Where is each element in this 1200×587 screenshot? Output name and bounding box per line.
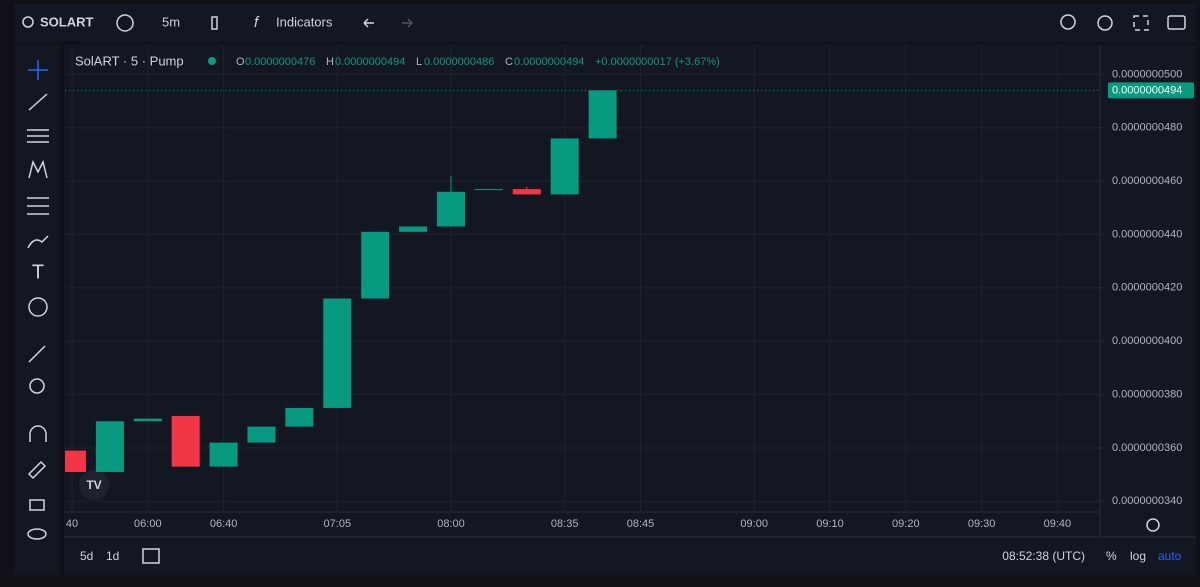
range-button[interactable]: 5d <box>80 549 93 563</box>
candle-body <box>399 226 428 232</box>
x-tick-label: 09:20 <box>892 518 920 530</box>
ruler-tool[interactable] <box>28 345 46 363</box>
candle-body <box>474 189 503 191</box>
candle-body <box>247 426 276 443</box>
left-toolbar <box>14 45 60 575</box>
x-tick-label: 08:35 <box>551 518 579 530</box>
fullscreen[interactable] <box>1133 15 1149 31</box>
range-button[interactable]: 1d <box>106 549 119 563</box>
price-label: 0.0000000494 <box>1112 84 1182 96</box>
y-tick-label: 0.0000000340 <box>1112 495 1182 507</box>
candle-body <box>323 298 352 408</box>
status-dot <box>208 57 216 65</box>
x-tick-label: 09:00 <box>740 518 768 530</box>
candle-body <box>171 415 200 467</box>
legend-key: C <box>505 56 513 68</box>
legend-value: 0.0000000486 <box>424 56 494 68</box>
redo <box>402 18 413 28</box>
candle-body <box>285 407 314 427</box>
visibility-tool[interactable] <box>27 528 47 540</box>
x-tick-label: 40 <box>66 518 78 530</box>
x-tick-label: 09:40 <box>1044 518 1072 530</box>
price-label-bg <box>1108 82 1194 99</box>
legend-value: 0.0000000494 <box>335 56 405 68</box>
add-symbol[interactable] <box>116 14 134 32</box>
grid <box>65 45 1100 512</box>
x-tick-label: 09:30 <box>968 518 996 530</box>
brush-tool[interactable] <box>27 235 49 249</box>
x-tick-label: 08:00 <box>437 518 465 530</box>
y-tick-label: 0.0000000400 <box>1112 335 1182 347</box>
symbol[interactable]: SOLART <box>40 14 94 29</box>
clock: 08:52:38 (UTC) <box>1002 549 1085 563</box>
fib-tool[interactable] <box>27 129 49 143</box>
y-tick-label: 0.0000000480 <box>1112 122 1182 134</box>
legend-value: 0.0000000476 <box>245 56 315 68</box>
replay[interactable] <box>1060 14 1076 30</box>
x-tick-label: 07:05 <box>324 518 352 530</box>
legend-key: O <box>236 56 245 68</box>
log-toggle[interactable]: log <box>1130 549 1146 563</box>
axis-settings[interactable] <box>1146 518 1160 532</box>
x-tick-label: 06:00 <box>134 518 162 530</box>
y-tick-label: 0.0000000360 <box>1112 442 1182 454</box>
date-range-icon[interactable] <box>142 548 160 564</box>
y-tick-label: 0.0000000460 <box>1112 175 1182 187</box>
interval[interactable]: 5m <box>162 14 180 29</box>
percent-toggle[interactable]: % <box>1106 549 1117 563</box>
candle-body <box>209 442 238 467</box>
candle-body <box>95 421 124 472</box>
emoji-tool[interactable] <box>28 297 48 317</box>
y-tick-label: 0.0000000380 <box>1112 388 1182 400</box>
crosshair-tool[interactable] <box>28 60 48 80</box>
indicators[interactable]: Indicators <box>276 14 333 29</box>
lock-draw-tool[interactable] <box>27 460 47 480</box>
candle-body <box>133 418 162 422</box>
text-tool[interactable]: T <box>32 261 44 283</box>
x-tick-label: 06:40 <box>210 518 238 530</box>
screenshot[interactable] <box>1167 15 1186 30</box>
legend-key: H <box>326 56 334 68</box>
top-toolbar <box>14 4 1196 42</box>
lock-tool[interactable] <box>29 499 45 511</box>
candle-body <box>437 191 465 227</box>
y-tick-label: 0.0000000420 <box>1112 282 1182 294</box>
trend-line-tool[interactable] <box>28 93 48 111</box>
x-tick-label: 08:45 <box>627 518 655 530</box>
candle-body <box>65 450 86 472</box>
x-tick-label: 09:10 <box>816 518 844 530</box>
magnet-tool[interactable] <box>29 425 47 442</box>
y-tick-label: 0.0000000500 <box>1112 68 1182 80</box>
fx-icon: f <box>254 14 260 31</box>
tv-logo-text: TV <box>86 478 101 492</box>
candle-body <box>588 90 617 139</box>
chart-panel <box>64 45 1196 575</box>
undo[interactable] <box>363 18 374 28</box>
candle-body <box>361 231 390 299</box>
search-icon[interactable] <box>22 16 34 28</box>
candle-body <box>512 189 541 195</box>
tv-logo <box>79 470 109 500</box>
chart-type[interactable] <box>211 16 218 30</box>
forecast-tool[interactable] <box>27 197 49 215</box>
pattern-tool[interactable] <box>28 159 48 179</box>
legend-value: 0.0000000494 <box>514 56 584 68</box>
y-tick-label: 0.0000000440 <box>1112 228 1182 240</box>
auto-toggle[interactable]: auto <box>1158 549 1182 563</box>
chart-legend-title: SolART · 5 · Pump <box>75 53 184 68</box>
settings[interactable] <box>1097 15 1113 31</box>
legend-change: +0.0000000017 (+3.67%) <box>595 56 720 68</box>
zoom-tool[interactable] <box>29 378 45 394</box>
legend-key: L <box>416 56 422 68</box>
candle-body <box>550 138 579 195</box>
